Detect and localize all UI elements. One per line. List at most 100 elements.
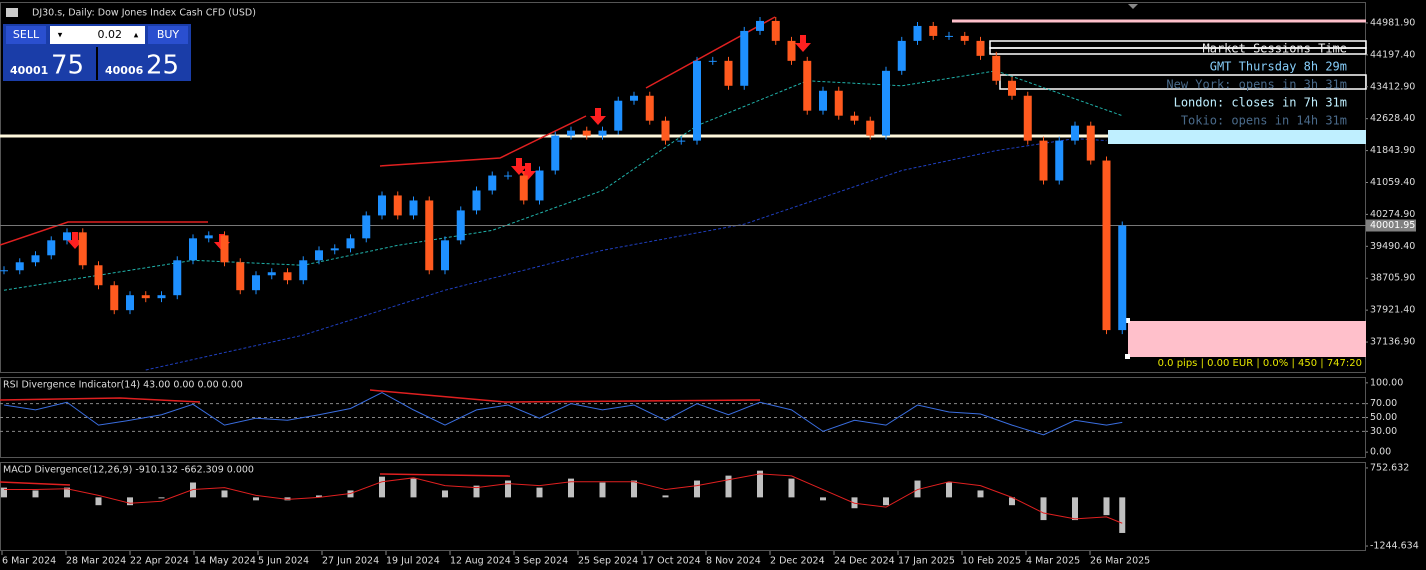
zone-box[interactable] <box>1108 130 1366 144</box>
rsi-trend-line <box>0 397 201 403</box>
x-tick-label: 26 Mar 2025 <box>1090 556 1150 567</box>
macd-bar <box>536 487 543 498</box>
x-tick-label: 2 Dec 2024 <box>770 556 825 567</box>
main-pane-border <box>0 2 1366 373</box>
candle-body <box>346 238 355 249</box>
macd-bar <box>662 495 669 498</box>
session-line: GMT Thursday 8h 29m <box>1210 60 1347 74</box>
volume-up[interactable]: ▴ <box>134 31 139 41</box>
macd-bar <box>379 476 385 498</box>
macd-bar <box>1040 497 1047 521</box>
volume-field[interactable] <box>50 26 145 44</box>
macd-signal <box>4 473 1123 524</box>
zone-box[interactable] <box>1128 321 1366 357</box>
sessions-title: Market Sessions Time <box>1203 42 1348 56</box>
x-tick-label: 19 Jul 2024 <box>386 556 440 567</box>
handle[interactable] <box>1125 318 1130 323</box>
moving-average <box>145 138 1107 371</box>
session-line: Tokio: opens in 14h 31m <box>1181 114 1347 128</box>
candle-body <box>267 272 276 276</box>
macd-bar <box>1072 497 1078 521</box>
bid-big: 40001 <box>10 64 48 77</box>
candle-body <box>1055 140 1064 181</box>
sell-button[interactable] <box>6 26 46 44</box>
macd-bar <box>316 495 322 498</box>
y-tick-label: 39490.40 <box>1370 241 1415 252</box>
candle-body <box>677 140 686 142</box>
volume-down[interactable]: ▾ <box>58 31 63 41</box>
macd-bar <box>725 475 732 498</box>
candle-body <box>378 195 386 216</box>
trend-line <box>645 16 776 89</box>
y-tick-label: 38705.90 <box>1370 273 1415 284</box>
x-tick-label: 28 Mar 2024 <box>66 556 126 567</box>
last-price-label: 40001.95 <box>1370 220 1415 231</box>
candle-body <box>299 260 308 281</box>
candle-body <box>897 40 906 71</box>
candle-body <box>393 195 402 216</box>
candle-body <box>31 255 40 263</box>
candle-body <box>913 25 922 41</box>
y-tick-label: -1244.634 <box>1370 541 1419 552</box>
macd-bar <box>442 490 448 498</box>
candle-body <box>173 260 182 296</box>
x-tick-label: 3 Sep 2024 <box>514 556 568 567</box>
macd-bar <box>883 497 889 506</box>
candle-body <box>1118 225 1127 331</box>
candle-body <box>488 175 497 191</box>
candle-body <box>204 235 213 239</box>
macd-bar <box>568 478 574 498</box>
candle-body <box>189 238 197 261</box>
x-tick-label: 4 Mar 2025 <box>1026 556 1080 567</box>
candle-body <box>425 200 434 271</box>
x-tick-label: 12 Aug 2024 <box>450 556 511 567</box>
candle-body <box>236 262 245 291</box>
buy-button[interactable] <box>148 26 188 44</box>
candle-body <box>756 20 764 31</box>
handle[interactable] <box>1125 354 1130 359</box>
ask-small: 25 <box>146 51 179 81</box>
volume-value: 0.02 <box>98 28 123 41</box>
macd-title: MACD Divergence(12,26,9) -910.132 -662.3… <box>3 465 254 476</box>
candle-body <box>976 40 985 56</box>
zone-box[interactable] <box>989 47 1367 55</box>
macd-bar <box>946 482 952 498</box>
candle-body <box>472 190 481 211</box>
macd-bar <box>977 490 984 498</box>
zone-box[interactable] <box>999 74 1367 90</box>
macd-bar <box>221 490 228 498</box>
candle-body <box>362 215 371 239</box>
y-tick-label: 40274.90 <box>1370 209 1415 220</box>
macd-bar <box>158 497 165 499</box>
x-tick-label: 22 Apr 2024 <box>130 556 189 567</box>
ask-big: 40006 <box>105 64 144 77</box>
candle-body <box>929 25 938 36</box>
trend-line <box>0 221 208 246</box>
y-tick-label: 41843.90 <box>1370 145 1415 156</box>
x-tick-label: 24 Dec 2024 <box>834 556 895 567</box>
trend-line <box>379 115 587 167</box>
candle-body <box>315 250 323 261</box>
x-tick-label: 6 Mar 2024 <box>2 556 56 567</box>
candle-body <box>141 295 150 299</box>
y-tick-label: 43412.90 <box>1370 81 1415 92</box>
rsi-title: RSI Divergence Indicator(14) 43.00 0.00 … <box>3 380 243 391</box>
window-title: DJ30.s, Daily: Dow Jones Index Cash CFD … <box>32 8 256 19</box>
last-price-box <box>1366 219 1416 232</box>
rsi-line <box>3 391 1123 436</box>
macd-bar <box>694 480 700 498</box>
session-line: London: closes in 7h 31m <box>1174 96 1347 110</box>
candle-body <box>63 232 71 241</box>
candle-body <box>992 55 1001 81</box>
candle-body <box>409 200 418 216</box>
macd-bar <box>788 478 795 498</box>
candle-body <box>630 95 638 101</box>
candle-body <box>708 60 717 62</box>
x-tick-label: 17 Jan 2025 <box>898 556 955 567</box>
y-tick-label: 44981.90 <box>1370 17 1415 28</box>
candle-body <box>882 70 890 136</box>
candle-body <box>866 120 875 136</box>
candle-body <box>771 20 780 41</box>
candle-body <box>1086 125 1095 161</box>
